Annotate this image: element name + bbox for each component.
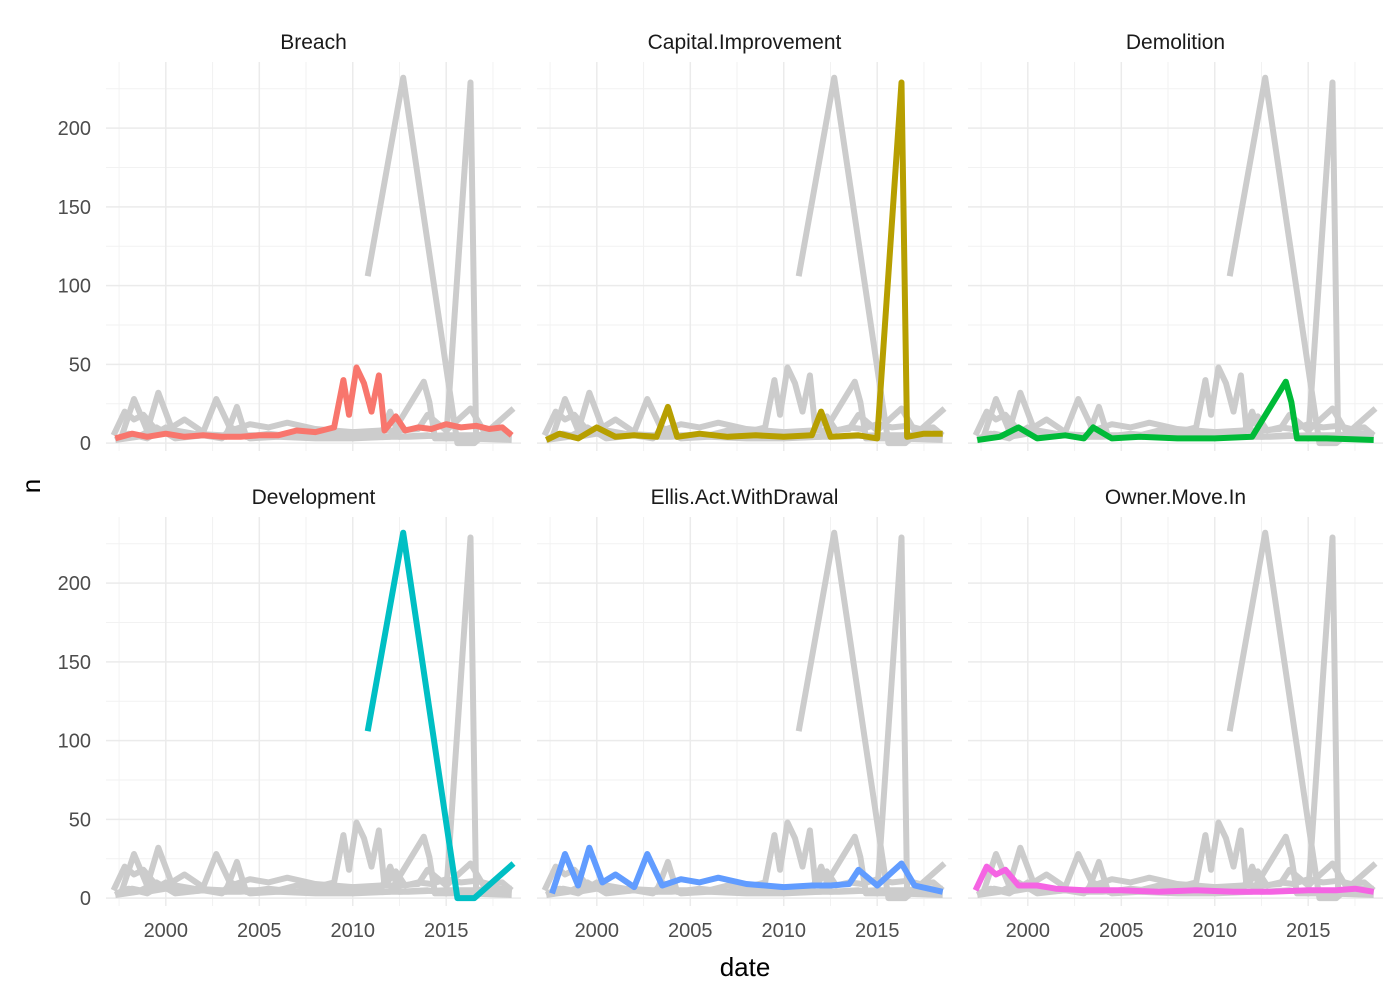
facet-title-breach: Breach (280, 31, 347, 54)
y-axis-title: n (16, 479, 46, 493)
y-tick-label: 200 (58, 573, 91, 595)
x-tick-label: 2010 (762, 920, 807, 942)
y-tick-label: 0 (80, 888, 91, 910)
x-tick-label: 2010 (331, 920, 376, 942)
series-line-demolition (976, 378, 1374, 443)
background-line-capital-improvement-in-development (113, 534, 512, 898)
background-line-ellis-act-withdrawal-in-breach (118, 389, 513, 440)
x-tick-label: 2005 (1099, 920, 1144, 942)
background-line-capital-improvement-in-demolition (975, 79, 1374, 443)
series-line-capital-improvement (544, 79, 943, 443)
background-line-capital-improvement-in-owner-move-in (975, 534, 1374, 898)
x-tick-label: 2015 (424, 920, 469, 942)
x-tick-label: 2005 (668, 920, 713, 942)
y-tick-label: 150 (58, 652, 91, 674)
x-tick-label: 2010 (1193, 920, 1238, 942)
y-tick-label: 100 (58, 276, 91, 298)
background-line-ellis-act-withdrawal-in-development (118, 844, 513, 895)
background-line-development-in-ellis-act-withdrawal (795, 529, 947, 902)
facet-title-demolition: Demolition (1126, 31, 1225, 54)
background-line-development-in-breach (364, 74, 516, 447)
facet-title-capital-improvement: Capital.Improvement (648, 31, 842, 54)
series-line-development (364, 529, 516, 902)
y-tick-label: 200 (58, 118, 91, 140)
y-tick-label: 50 (69, 354, 91, 376)
background-line-development-in-demolition (1226, 74, 1378, 447)
facet-title-development: Development (252, 486, 376, 509)
series-line-breach (114, 364, 514, 442)
grid-layer (106, 62, 1383, 906)
background-line-capital-improvement-in-breach (113, 79, 512, 443)
x-tick-label: 2015 (1286, 920, 1331, 942)
x-tick-label: 2005 (237, 920, 282, 942)
background-line-development-in-capital-improvement (795, 74, 947, 447)
background-line-development-in-owner-move-in (1226, 529, 1378, 902)
x-tick-label: 2015 (855, 920, 900, 942)
y-tick-label: 50 (69, 809, 91, 831)
background-line-ellis-act-withdrawal-in-owner-move-in (980, 844, 1375, 895)
x-tick-label: 2000 (575, 920, 620, 942)
background-line-ellis-act-withdrawal-in-demolition (980, 389, 1375, 440)
labels-layer: Breach 0 50 100 150 200 Capital.Improvement Dem… (58, 31, 1331, 942)
y-tick-label: 100 (58, 731, 91, 753)
highlighted-series-layer (114, 79, 1375, 902)
series-line-ellis-act-withdrawal (549, 844, 944, 895)
background-line-capital-improvement-in-ellis-act-withdrawal (544, 534, 943, 898)
background-line-ellis-act-withdrawal-in-capital-improvement (549, 389, 944, 440)
facet-title-ellis-act-withdrawal: Ellis.Act.WithDrawal (651, 486, 839, 509)
series-line-owner-move-in (972, 863, 1375, 895)
y-tick-label: 0 (80, 433, 91, 455)
facet-title-owner-move-in: Owner.Move.In (1105, 486, 1246, 509)
x-tick-label: 2000 (144, 920, 189, 942)
y-tick-label: 150 (58, 197, 91, 219)
x-axis-title: date (720, 952, 771, 982)
x-tick-label: 2000 (1006, 920, 1051, 942)
